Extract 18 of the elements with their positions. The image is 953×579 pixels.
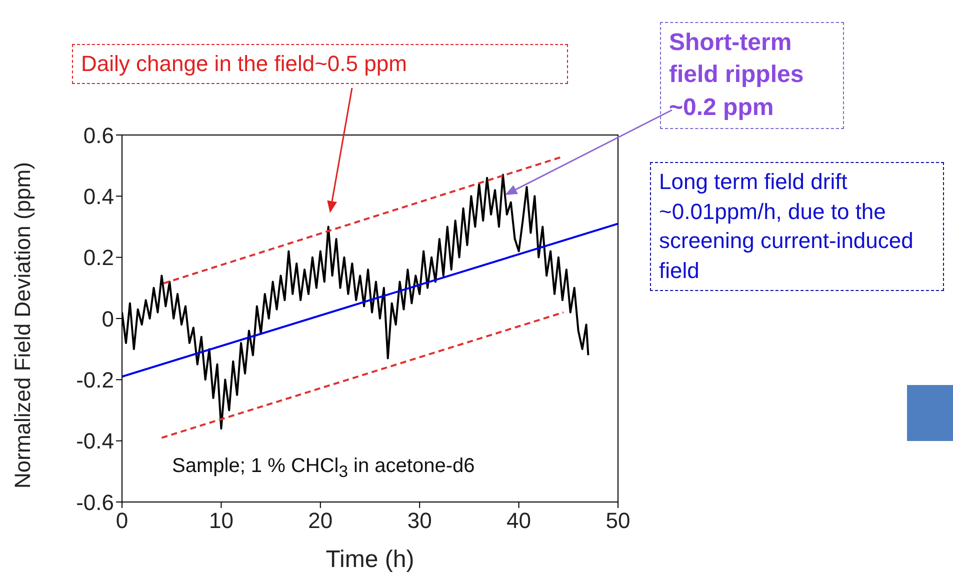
text: Short-term field ripples ~0.2 ppm xyxy=(660,22,844,130)
y-tick-label: -0.4 xyxy=(76,428,114,454)
text: Daily change in the field~0.5 ppm xyxy=(72,44,568,84)
text: Long term field drift ~0.01ppm/h, due to the screening current-induced field xyxy=(650,162,944,291)
x-tick-label: 50 xyxy=(606,508,630,533)
x-axis-title: Time (h) xyxy=(326,546,414,573)
x-tick-label: 40 xyxy=(506,508,532,533)
y-tick-label: 0.4 xyxy=(83,184,114,209)
y-tick-label: 0.6 xyxy=(83,122,114,148)
y-axis-title: Normalized Field Deviation (ppm) xyxy=(10,162,35,488)
y-tick-label: 0.2 xyxy=(83,245,114,270)
y-tick-label: -0.6 xyxy=(76,490,114,515)
annotation: Sample; 1 % CHCl$_{3}$ in acetone-d6 xyxy=(172,455,475,482)
x-tick-label: 10 xyxy=(208,508,234,533)
y-tick-label: -0.2 xyxy=(76,367,114,392)
x-tick-label: 30 xyxy=(407,508,432,533)
x-tick-label: 20 xyxy=(308,508,333,533)
y-tick-label: 0 xyxy=(102,306,114,332)
